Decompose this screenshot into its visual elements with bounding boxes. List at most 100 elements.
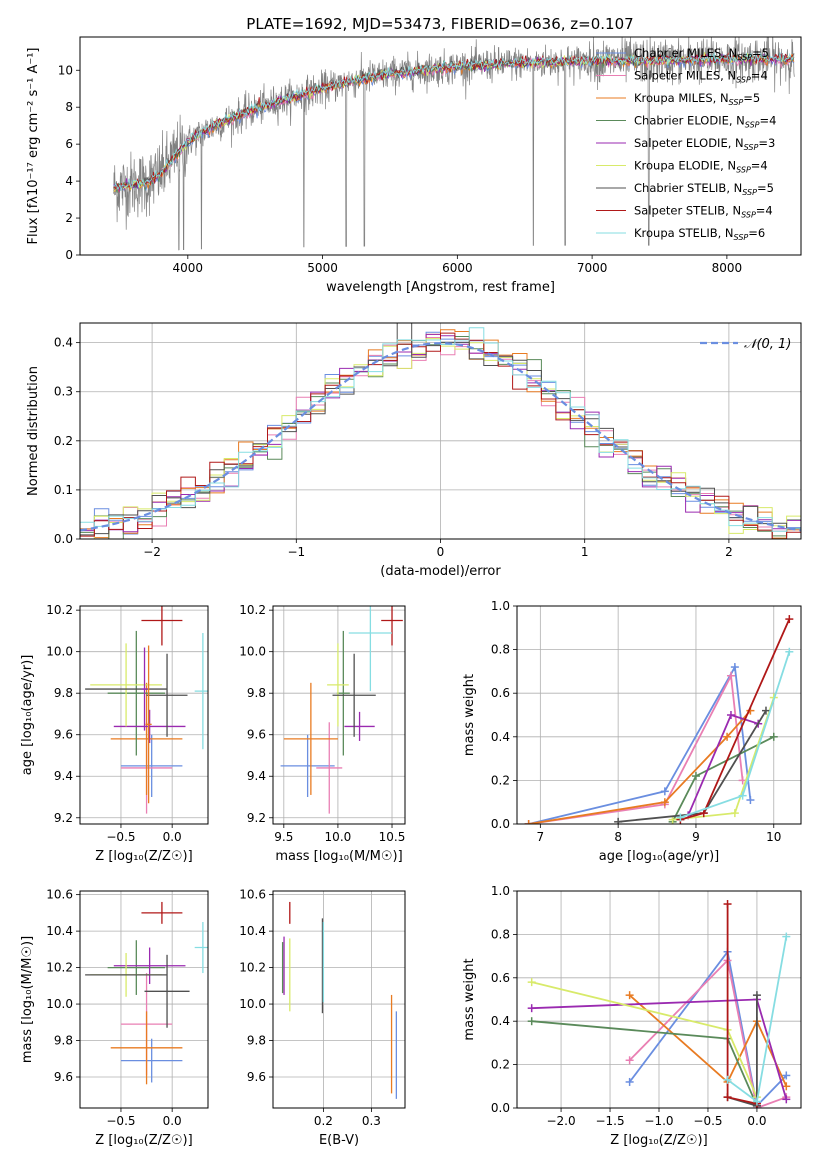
weight-series bbox=[524, 615, 794, 824]
chart-age_vs_Z: −0.5 0.0 9.2 9.4 9.6 9.8 10.0 10.2 Z [log₁₀(Z/Z☉… bbox=[20, 603, 209, 864]
weight-marker bbox=[769, 732, 778, 741]
x-tick-label: 6000 bbox=[442, 261, 473, 275]
y-tick-label: 0.8 bbox=[491, 643, 510, 657]
x-tick-label: 10 bbox=[766, 830, 781, 844]
weight-marker bbox=[723, 732, 732, 741]
errorbar-point bbox=[141, 901, 183, 924]
plot-frame bbox=[272, 605, 406, 825]
plot-frame bbox=[516, 890, 802, 1109]
weight-marker bbox=[782, 1082, 791, 1091]
y-tick-label: 9.4 bbox=[54, 769, 73, 783]
model-spectrum-line bbox=[113, 51, 795, 191]
weight-marker bbox=[723, 1093, 732, 1102]
weight-line bbox=[629, 994, 788, 1087]
y-tick-label: 10.4 bbox=[46, 924, 73, 938]
errorbar-point bbox=[110, 682, 183, 795]
y-tick-label: 4 bbox=[65, 174, 73, 188]
errorbar-point bbox=[141, 647, 148, 731]
x-tick-label: 1 bbox=[581, 545, 589, 559]
y-tick-label: 10.0 bbox=[239, 645, 266, 659]
y-tick-label: 9.6 bbox=[54, 728, 73, 742]
y-tick-label: 0.6 bbox=[491, 971, 510, 985]
errorbar-point bbox=[344, 711, 375, 741]
y-axis-label: mass weight bbox=[462, 674, 477, 756]
errorbar-point bbox=[113, 709, 186, 744]
y-axis-label: mass weight bbox=[462, 958, 477, 1040]
weight-marker bbox=[524, 820, 533, 824]
weight-marker bbox=[614, 817, 623, 824]
x-axis-label: (data-model)/error bbox=[380, 564, 501, 579]
weight-marker bbox=[782, 1071, 791, 1080]
errorbar-point bbox=[327, 643, 349, 727]
y-tick-label: 1.0 bbox=[491, 599, 510, 613]
errorbar-point bbox=[107, 940, 165, 995]
weight-marker bbox=[746, 796, 755, 805]
errorbar-point bbox=[194, 632, 208, 750]
errorbar-point bbox=[194, 922, 208, 974]
y-tick-label: 9.2 bbox=[247, 811, 266, 825]
errorbar-point bbox=[90, 643, 162, 727]
weight-marker bbox=[752, 991, 761, 1000]
legend-entry: Kroupa MILES, NSSP=5 bbox=[634, 91, 760, 107]
y-axis-label: Normed distribution bbox=[26, 366, 41, 496]
chart-spectrum: 4000 5000 6000 7000 8000 0 2 4 6 8 10 wavelength [A… bbox=[26, 36, 802, 295]
errorbar-point bbox=[146, 653, 188, 737]
chart-weight_vs_Z: −2.0 −1.5 −1.0 −0.5 0.0 0.0 0.2 0.4 0.6 0.8 1.0 Z [… bbox=[462, 884, 802, 1148]
y-axis-label: Flux [fλ10⁻¹⁷ erg cm⁻² s⁻¹ A⁻¹] bbox=[26, 48, 41, 245]
weight-marker bbox=[699, 809, 708, 818]
y-tick-label: 0.0 bbox=[491, 1101, 510, 1115]
x-axis-label: E(B-V) bbox=[319, 1133, 359, 1148]
weight-marker bbox=[726, 671, 735, 680]
weight-marker bbox=[625, 1056, 634, 1065]
y-tick-label: 0.2 bbox=[491, 1058, 510, 1072]
y-tick-label: 10.6 bbox=[46, 888, 73, 902]
y-tick-label: 0.4 bbox=[491, 730, 510, 744]
y-tick-label: 9.6 bbox=[54, 1070, 73, 1084]
legend-entry: Chabrier STELIB, NSSP=5 bbox=[634, 181, 774, 197]
x-tick-label: −0.5 bbox=[106, 830, 135, 844]
x-tick-label: −1.0 bbox=[644, 1114, 673, 1128]
weight-line bbox=[531, 981, 758, 1098]
errorbar-point bbox=[280, 734, 335, 798]
x-tick-label: 9.5 bbox=[274, 830, 293, 844]
y-tick-label: 0.2 bbox=[491, 773, 510, 787]
chart-residuals: −2 −1 0 1 2 0.0 0.1 0.2 0.3 0.4 (data-model)/error… bbox=[26, 322, 802, 579]
errorbar-point bbox=[381, 606, 403, 646]
y-tick-label: 9.8 bbox=[247, 686, 266, 700]
legend-entry: Salpeter MILES, NSSP=4 bbox=[634, 69, 768, 85]
y-tick-label: 8 bbox=[65, 100, 73, 114]
weight-marker bbox=[723, 900, 732, 909]
chart-mass_vs_ebv: 0.2 0.3 9.6 9.8 10.0 10.2 10.4 10.6 E(B-V) bbox=[239, 888, 406, 1148]
x-axis-label: mass [log₁₀(M/M☉)] bbox=[275, 849, 402, 864]
weight-marker bbox=[782, 932, 791, 941]
x-axis-label: age [log₁₀(age/yr)] bbox=[599, 849, 720, 864]
errorbar-point bbox=[113, 947, 186, 984]
x-axis-label: Z [log₁₀(Z/Z☉)] bbox=[610, 1133, 707, 1148]
y-tick-label: 9.8 bbox=[54, 686, 73, 700]
legend-entry: Chabrier ELODIE, NSSP=4 bbox=[634, 114, 776, 130]
y-tick-label: 9.4 bbox=[247, 769, 266, 783]
legend-entry: Kroupa ELODIE, NSSP=4 bbox=[634, 159, 768, 175]
x-tick-label: 4000 bbox=[173, 261, 204, 275]
x-tick-label: 0.0 bbox=[163, 830, 182, 844]
legend-entry: Salpeter STELIB, NSSP=4 bbox=[634, 204, 773, 220]
weight-marker bbox=[723, 1075, 732, 1084]
y-tick-label: 0.2 bbox=[54, 434, 73, 448]
weight-marker bbox=[785, 647, 794, 656]
y-tick-label: 0.6 bbox=[491, 686, 510, 700]
weight-line bbox=[528, 710, 752, 824]
plot-frame bbox=[79, 322, 802, 540]
errorbar-point bbox=[348, 606, 393, 692]
weight-marker bbox=[785, 615, 794, 624]
errorbar-points bbox=[281, 901, 398, 1099]
errorbar-point bbox=[107, 630, 165, 756]
weight-marker bbox=[752, 1097, 761, 1106]
y-tick-label: 10.0 bbox=[239, 997, 266, 1011]
y-tick-label: 10.2 bbox=[46, 603, 73, 617]
weight-marker bbox=[527, 978, 536, 987]
errorbar-point bbox=[120, 734, 183, 798]
weight-marker bbox=[676, 813, 685, 822]
weight-series bbox=[527, 900, 791, 1108]
